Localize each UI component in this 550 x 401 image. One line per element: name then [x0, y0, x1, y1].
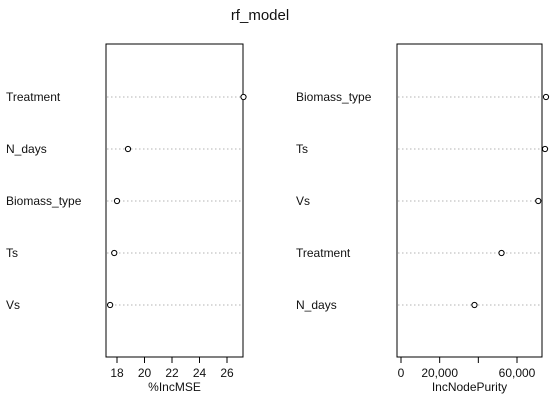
tick-label: 60,000 [499, 366, 536, 380]
data-point [542, 93, 550, 101]
category-label: Treatment [6, 90, 61, 104]
tick-label: 20 [138, 366, 152, 380]
category-label: Vs [6, 298, 20, 312]
category-label: Vs [296, 194, 310, 208]
category-label: N_days [6, 142, 47, 156]
data-point [113, 197, 121, 205]
category-label: Treatment [296, 246, 351, 260]
x-axis-label: %IncMSE [148, 380, 201, 394]
panel-incnodepurity: Biomass_type Ts Vs Treatment N_days 0 20,000 60… [296, 43, 550, 394]
category-label: Ts [296, 142, 308, 156]
data-point [107, 301, 114, 309]
data-point [498, 249, 505, 257]
tick-label: 24 [193, 366, 207, 380]
data-point [471, 301, 478, 309]
plot-frame [396, 43, 543, 358]
tick-label: 26 [220, 366, 234, 380]
data-point [240, 93, 247, 101]
data-point [535, 197, 542, 205]
chart-title: rf_model [231, 7, 289, 24]
tick-label: 22 [165, 366, 179, 380]
tick-label: 0 [398, 366, 405, 380]
category-label: Ts [6, 246, 18, 260]
data-point [111, 249, 118, 257]
tick-label: 18 [110, 366, 124, 380]
data-point [124, 145, 132, 153]
plot-frame [105, 43, 244, 358]
category-label: Biomass_type [6, 194, 82, 208]
category-label: N_days [296, 298, 337, 312]
x-axis-label: IncNodePurity [432, 380, 507, 394]
data-point [541, 145, 549, 153]
tick-label: 20,000 [421, 366, 458, 380]
panel-incmse: Treatment N_days Biomass_type Ts Vs 18 20 22 24 2… [6, 43, 247, 394]
category-label: Biomass_type [296, 90, 372, 104]
